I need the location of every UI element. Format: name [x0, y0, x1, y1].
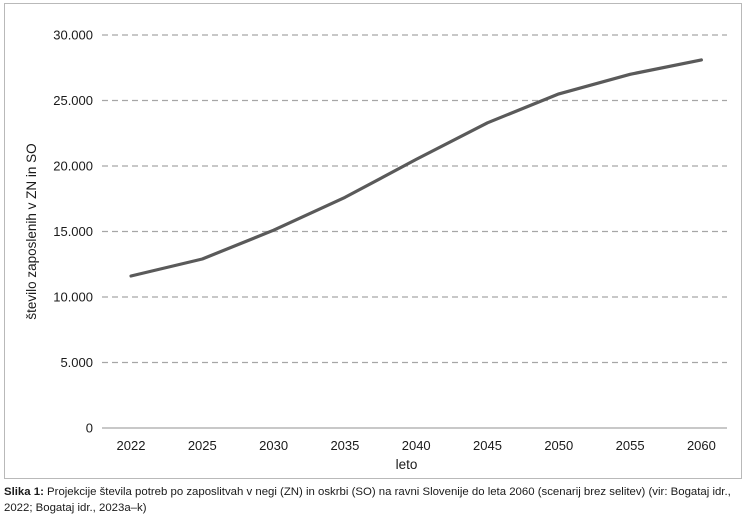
- y-tick-label: 20.000: [53, 159, 93, 174]
- y-axis-label: število zaposlenih v ZN in SO: [24, 143, 39, 319]
- y-tick-label: 5.000: [60, 355, 93, 370]
- x-tick-label: 2040: [402, 438, 431, 453]
- x-tick-label: 2050: [544, 438, 573, 453]
- y-tick-label: 30.000: [53, 28, 93, 43]
- x-tick-label: 2025: [188, 438, 217, 453]
- y-tick-label: 15.000: [53, 224, 93, 239]
- x-tick-label: 2045: [473, 438, 502, 453]
- x-axis-ticks: 2022 2025 2030 2035 2040 2045 2050 2055 2060: [117, 438, 716, 453]
- line-chart: 0 5.000 10.000 15.000 20.000 25.000 30.000 202…: [24, 28, 727, 472]
- figure-caption: Slika 1: Projekcije števila potreb po za…: [4, 484, 744, 516]
- gridlines: [102, 34, 727, 429]
- x-tick-label: 2022: [117, 438, 146, 453]
- x-tick-label: 2055: [616, 438, 645, 453]
- caption-label: Slika 1:: [4, 486, 44, 498]
- x-tick-label: 2060: [687, 438, 716, 453]
- y-axis-ticks: 0 5.000 10.000 15.000 20.000 25.000 30.000: [53, 28, 93, 436]
- chart-frame: 0 5.000 10.000 15.000 20.000 25.000 30.000 202…: [4, 3, 742, 479]
- y-tick-label: 10.000: [53, 290, 93, 305]
- x-tick-label: 2035: [330, 438, 359, 453]
- x-tick-label: 2030: [259, 438, 288, 453]
- series-line: [129, 58, 704, 278]
- x-axis-label: leto: [396, 457, 418, 472]
- series-layer: [129, 58, 704, 278]
- y-tick-label: 25.000: [53, 93, 93, 108]
- caption-text: Projekcije števila potreb po zaposlitvah…: [4, 486, 731, 514]
- y-tick-label: 0: [86, 421, 93, 436]
